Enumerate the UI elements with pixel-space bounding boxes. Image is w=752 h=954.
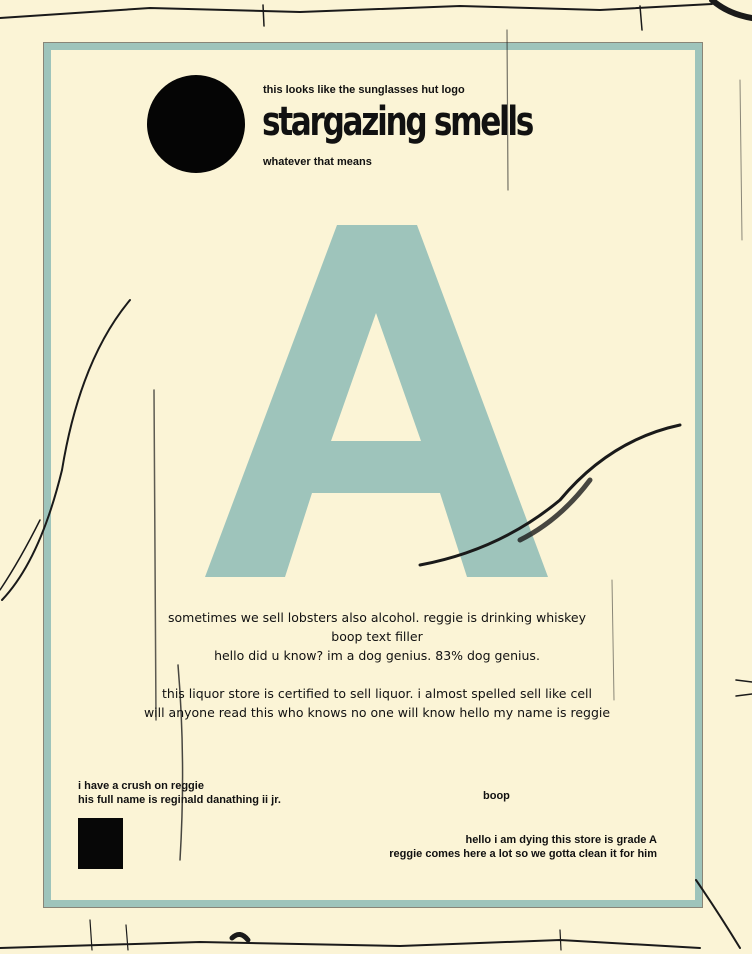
right-footer-note: hello i am dying this store is grade A r… bbox=[300, 833, 657, 861]
body-line: hello did u know? im a dog genius. 83% d… bbox=[214, 648, 540, 663]
black-square bbox=[78, 818, 123, 869]
body-line: sometimes we sell lobsters also alcohol.… bbox=[168, 610, 586, 625]
big-letter-a bbox=[205, 225, 548, 577]
page-subtitle: whatever that means bbox=[263, 156, 372, 168]
circle-logo bbox=[147, 75, 245, 173]
body-line: will anyone read this who knows no one w… bbox=[143, 705, 611, 720]
boop-label: boop bbox=[483, 790, 510, 802]
page-title: stargazing smells bbox=[262, 99, 534, 145]
left-note-line: i have a crush on reggie bbox=[78, 780, 204, 792]
body-line: boop text filler bbox=[331, 629, 423, 644]
right-note-line: hello i am dying this store is grade A bbox=[465, 834, 657, 846]
left-footer-note: i have a crush on reggie his full name i… bbox=[78, 779, 281, 807]
body-paragraph-2: this liquor store is certified to sell l… bbox=[60, 684, 694, 722]
logo-note: this looks like the sunglasses hut logo bbox=[263, 84, 465, 96]
right-note-line: reggie comes here a lot so we gotta clea… bbox=[389, 848, 657, 860]
body-paragraph-1: sometimes we sell lobsters also alcohol.… bbox=[60, 608, 694, 665]
body-line: this liquor store is certified to sell l… bbox=[162, 686, 592, 701]
left-note-line: his full name is reginald danathing ii j… bbox=[78, 794, 281, 806]
